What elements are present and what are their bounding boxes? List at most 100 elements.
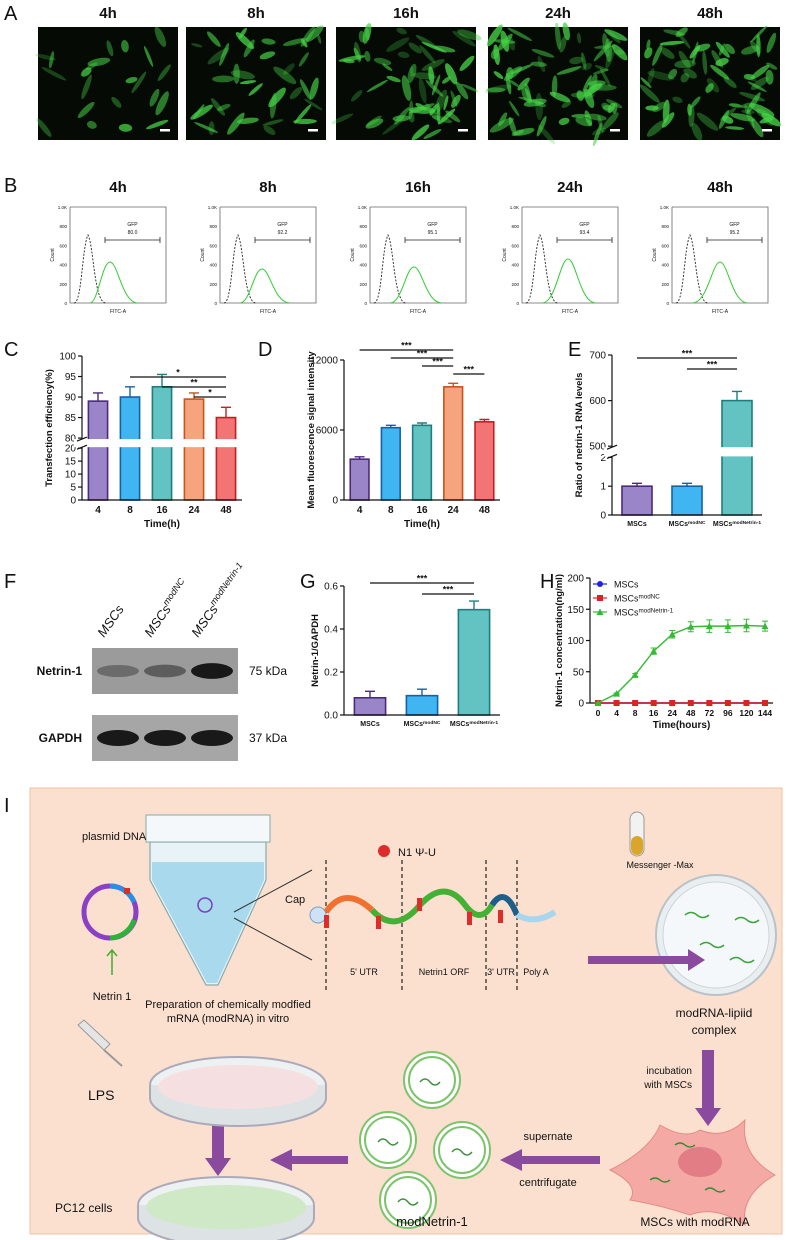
cell <box>190 104 213 120</box>
scale-bar <box>160 129 170 132</box>
micrograph <box>639 25 781 141</box>
cell <box>407 63 417 84</box>
cell <box>273 66 297 85</box>
tube-cap <box>145 814 271 843</box>
schematic-label: modRNA-lipiid <box>676 1006 753 1020</box>
cell <box>744 104 755 129</box>
cell <box>131 71 147 94</box>
point <box>669 700 676 706</box>
lane-label: MSCs <box>94 602 127 640</box>
cell <box>210 98 225 116</box>
error-bar <box>385 424 396 428</box>
series-line <box>597 624 766 704</box>
x-tick-label: 48 <box>220 505 232 516</box>
cell <box>498 112 508 127</box>
cell <box>593 40 613 62</box>
axis-break-mark <box>76 436 88 450</box>
schematic-label: PC12 cells <box>55 1201 112 1215</box>
cell <box>429 104 438 116</box>
x-tick-label: 48 <box>686 708 696 718</box>
pipette <box>77 1019 111 1051</box>
bar <box>457 608 491 716</box>
cell <box>304 98 323 111</box>
cell <box>602 112 619 130</box>
cell <box>366 79 388 93</box>
error-bar <box>479 418 490 422</box>
significance-label: *** <box>707 360 718 370</box>
legend-marker <box>596 608 604 615</box>
vesicle-inner <box>364 1116 412 1164</box>
flow-ytick: 800 <box>511 224 519 229</box>
y-tick-label: 500 <box>589 442 606 453</box>
cell <box>263 125 276 135</box>
flow-ylabel: Count <box>50 248 56 262</box>
cell <box>351 90 363 102</box>
point <box>724 622 732 630</box>
cell <box>106 40 114 57</box>
cell <box>342 58 355 64</box>
error-bar <box>221 406 231 418</box>
cell <box>594 45 613 49</box>
cell <box>143 45 154 67</box>
cell <box>576 90 584 101</box>
schematic <box>77 811 777 1240</box>
cell <box>434 89 448 115</box>
panel-label: D <box>258 339 272 361</box>
point <box>742 622 750 629</box>
cell <box>691 122 703 141</box>
point <box>631 671 639 678</box>
flow-title: 48h <box>707 179 733 196</box>
micrograph <box>485 22 628 147</box>
cell <box>766 32 777 53</box>
cell <box>723 76 737 88</box>
cell <box>452 30 476 47</box>
legend-label-base: MSCs <box>614 608 639 618</box>
cell <box>756 108 773 121</box>
error-bar <box>448 382 459 387</box>
flow-axes <box>521 206 619 304</box>
cell <box>674 59 696 69</box>
cell <box>678 50 691 69</box>
cell <box>600 67 611 87</box>
cell <box>602 104 614 111</box>
point <box>687 623 695 630</box>
scale-bar <box>610 129 620 132</box>
flow-ylabel: Count <box>652 248 658 262</box>
vesicle-inner <box>438 1126 486 1174</box>
x-tick-label: 8 <box>388 505 394 516</box>
cell <box>460 83 479 92</box>
x-axis-label: Time(hours) <box>653 720 711 731</box>
cell <box>408 111 415 123</box>
schematic-label: Netrin 1 <box>93 991 132 1003</box>
scale-bar <box>458 129 468 132</box>
schematic-label: centrifugate <box>519 1177 576 1189</box>
cell <box>517 77 530 91</box>
cell <box>531 48 555 58</box>
point <box>650 700 657 706</box>
x-tick-label: 72 <box>705 708 715 718</box>
gate-percent: 80.0 <box>128 230 138 236</box>
micrograph-title: 4h <box>99 5 117 22</box>
cell <box>86 120 97 129</box>
cell <box>569 56 584 65</box>
cell <box>418 78 427 104</box>
cell <box>751 118 764 138</box>
cell <box>382 117 405 135</box>
cap-circle <box>309 906 327 924</box>
flow-ytick: 0 <box>516 301 519 306</box>
cell <box>386 75 401 83</box>
panel-label: A <box>4 3 18 25</box>
error-bar <box>189 392 199 400</box>
modification-mark <box>467 912 472 925</box>
row-label: GAPDH <box>39 731 82 745</box>
cell <box>408 106 436 114</box>
vesicles <box>359 1051 491 1229</box>
band <box>144 664 186 678</box>
cell <box>652 43 663 66</box>
cell <box>511 64 533 74</box>
flow-axes <box>671 206 769 304</box>
size-label: 75 kDa <box>249 664 287 678</box>
cell <box>227 112 245 135</box>
complexes <box>684 911 760 964</box>
significance-label: * <box>176 368 180 378</box>
